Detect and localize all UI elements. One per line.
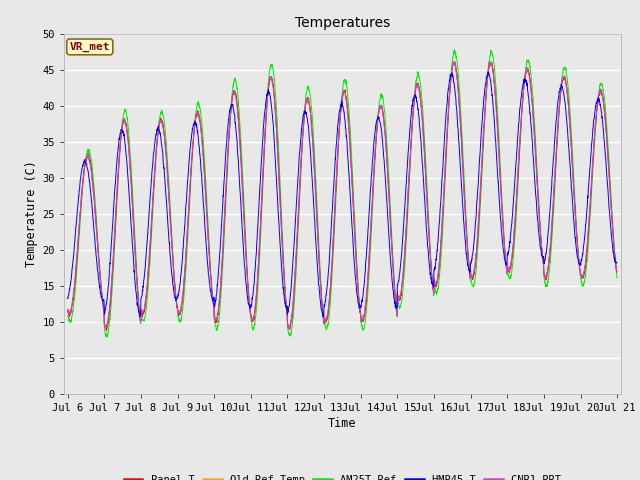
X-axis label: Time: Time [328, 417, 356, 430]
Y-axis label: Temperature (C): Temperature (C) [26, 160, 38, 267]
Text: VR_met: VR_met [70, 42, 110, 52]
Title: Temperatures: Temperatures [295, 16, 390, 30]
Legend: Panel T, Old Ref Temp, AM25T Ref, HMP45 T, CNR1 PRT: Panel T, Old Ref Temp, AM25T Ref, HMP45 … [120, 471, 565, 480]
